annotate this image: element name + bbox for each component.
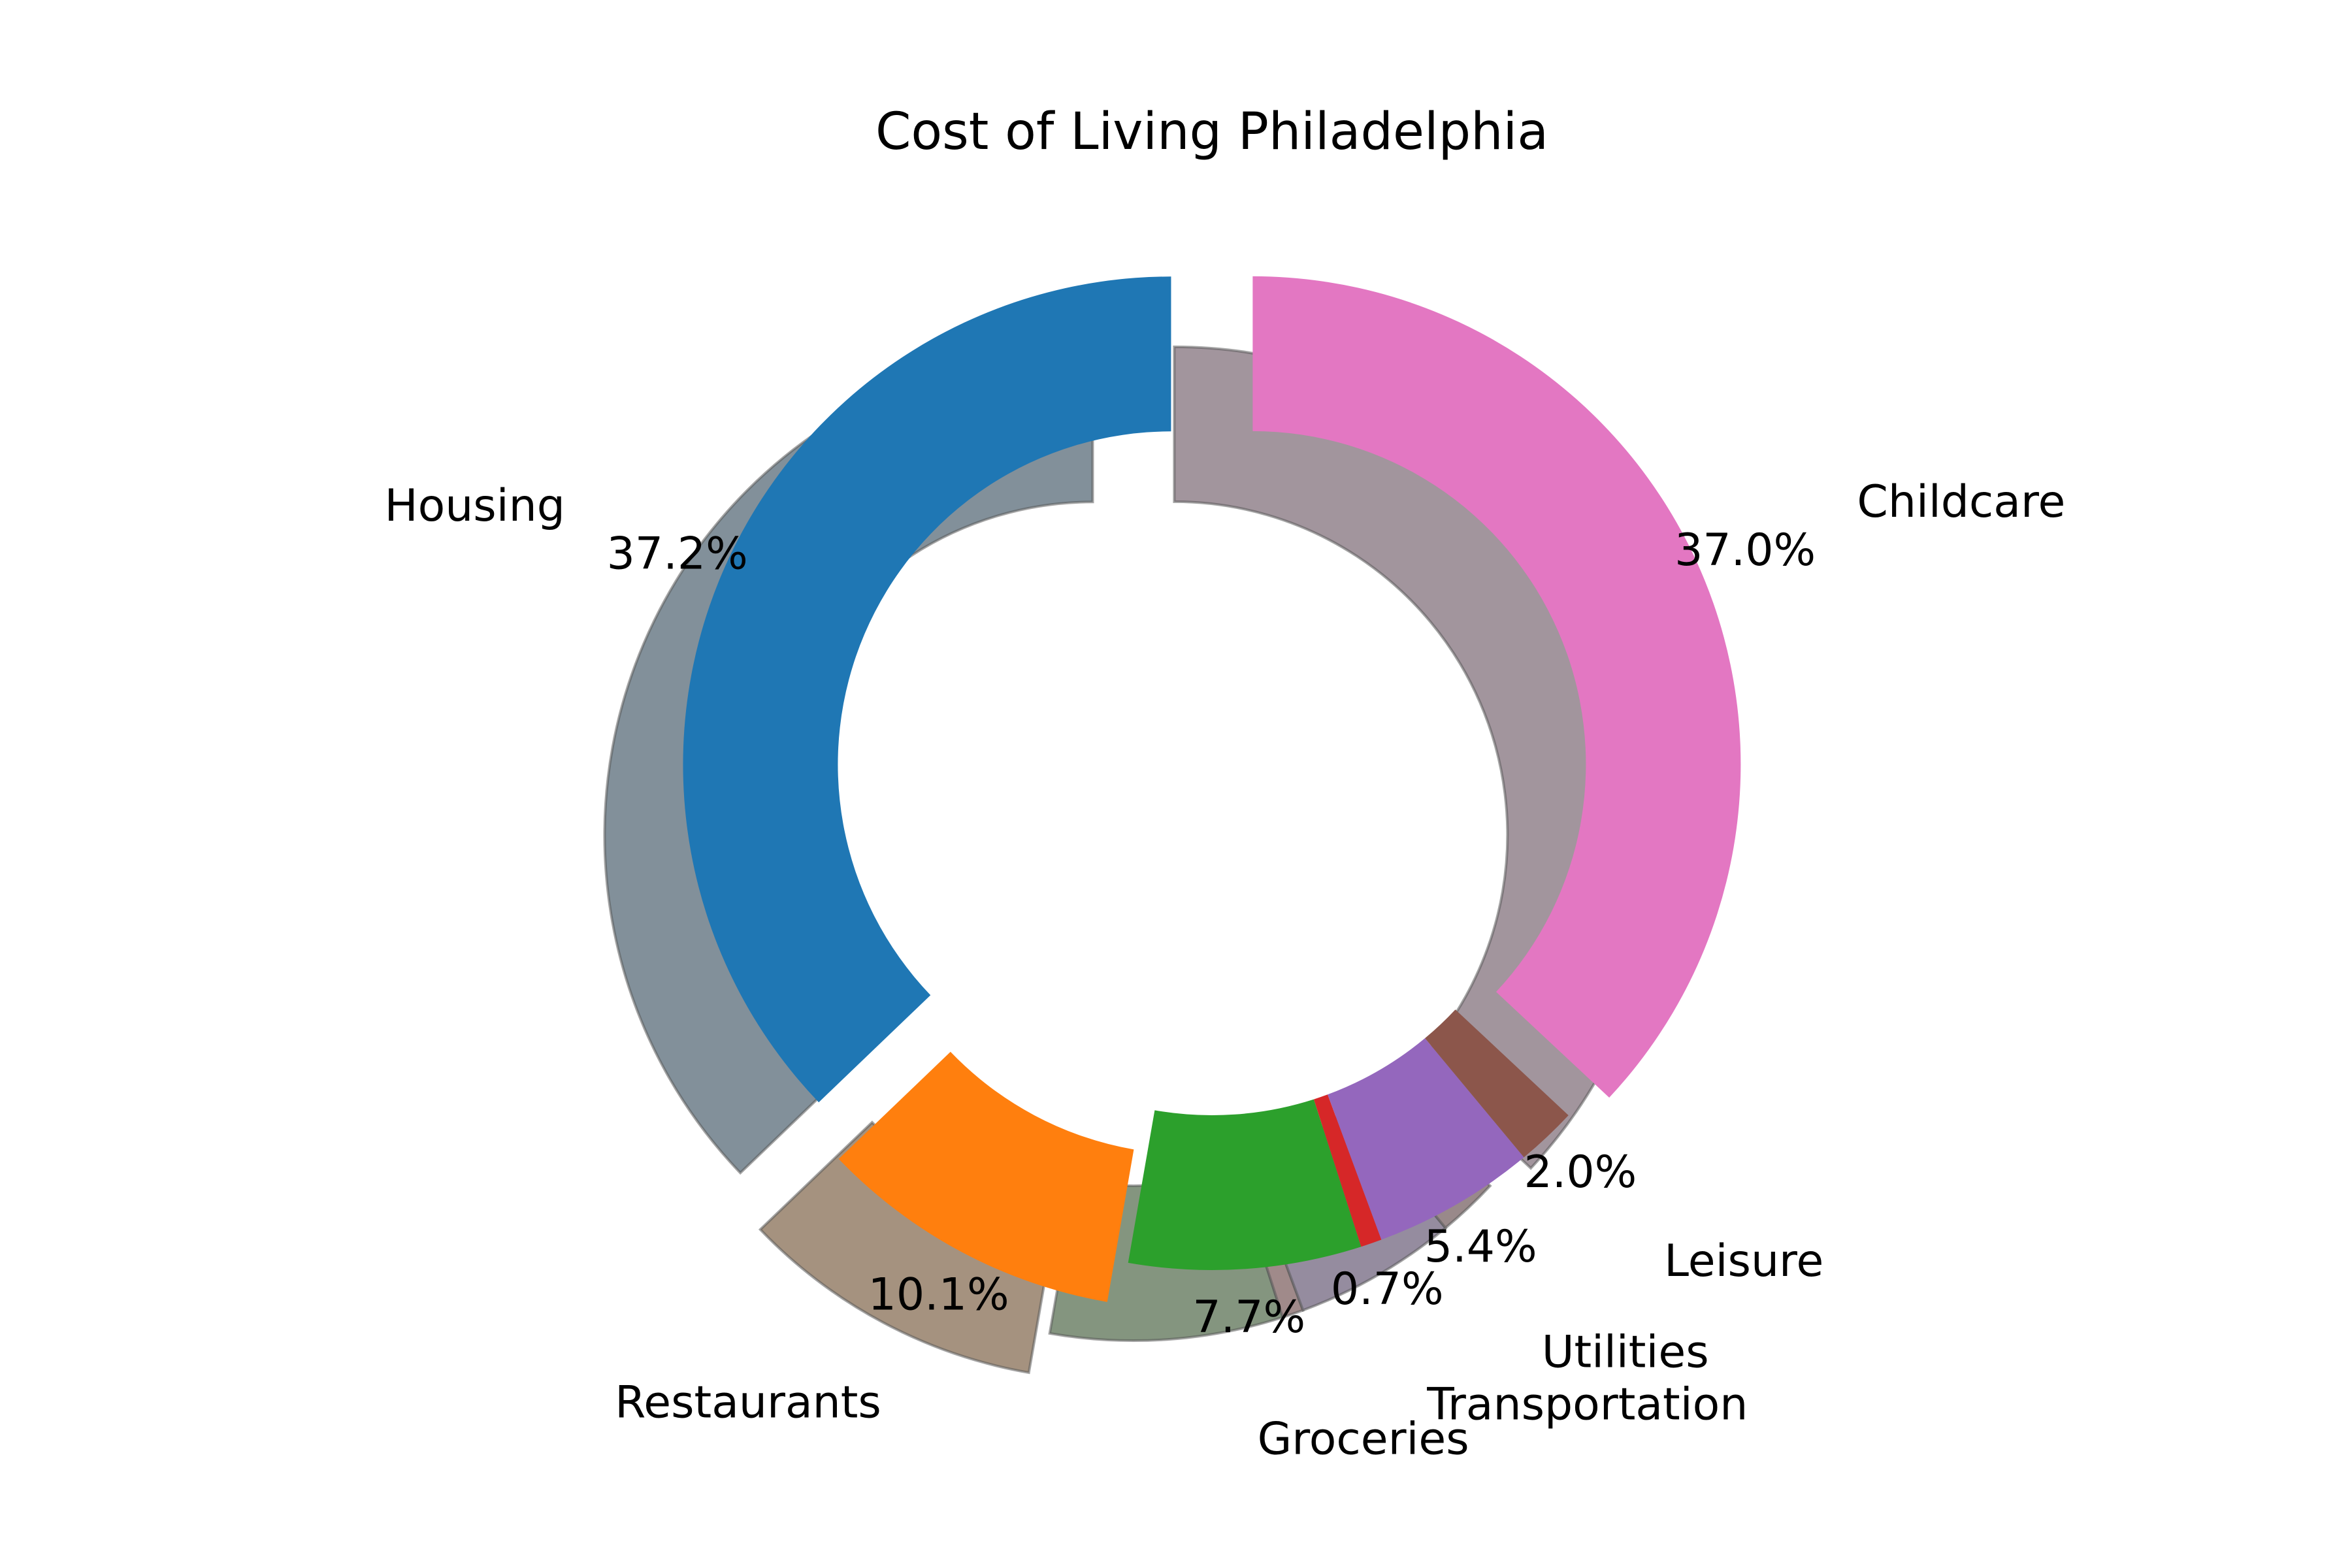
wedge-leisure (1425, 1009, 1569, 1158)
wedge-childcare (1252, 276, 1741, 1098)
pct-label-restaurants: 10.1% (868, 1269, 1009, 1321)
wedge-groceries (1128, 1099, 1362, 1270)
slice-label-transportation: Transportation (1426, 1379, 1748, 1431)
slice-label-housing: Housing (384, 480, 564, 532)
wedge-transportation (1313, 1094, 1382, 1247)
pct-label-groceries: 7.7% (1192, 1292, 1305, 1343)
wedge-housing (683, 276, 1171, 1103)
pct-label-transportation: 0.7% (1331, 1264, 1444, 1315)
pct-label-housing: 37.2% (607, 528, 748, 580)
slice-label-restaurants: Restaurants (615, 1377, 881, 1429)
pct-label-utilities: 5.4% (1424, 1221, 1537, 1273)
pct-label-leisure: 2.0% (1524, 1147, 1637, 1198)
wedge-layer (683, 276, 1741, 1302)
wedge-utilities (1328, 1038, 1524, 1240)
slice-label-childcare: Childcare (1857, 476, 2065, 528)
slice-label-leisure: Leisure (1664, 1235, 1823, 1287)
label-layer: 37.2% Housing 10.1% Restaurants 7.7% Grocerie… (384, 476, 2065, 1465)
wedge-restaurants (838, 1051, 1134, 1302)
slice-label-groceries: Groceries (1258, 1414, 1469, 1465)
slice-label-utilities: Utilities (1542, 1327, 1709, 1379)
chart-title: Cost of Living Philadelphia (875, 103, 1548, 161)
pct-label-childcare: 37.0% (1674, 525, 1816, 576)
